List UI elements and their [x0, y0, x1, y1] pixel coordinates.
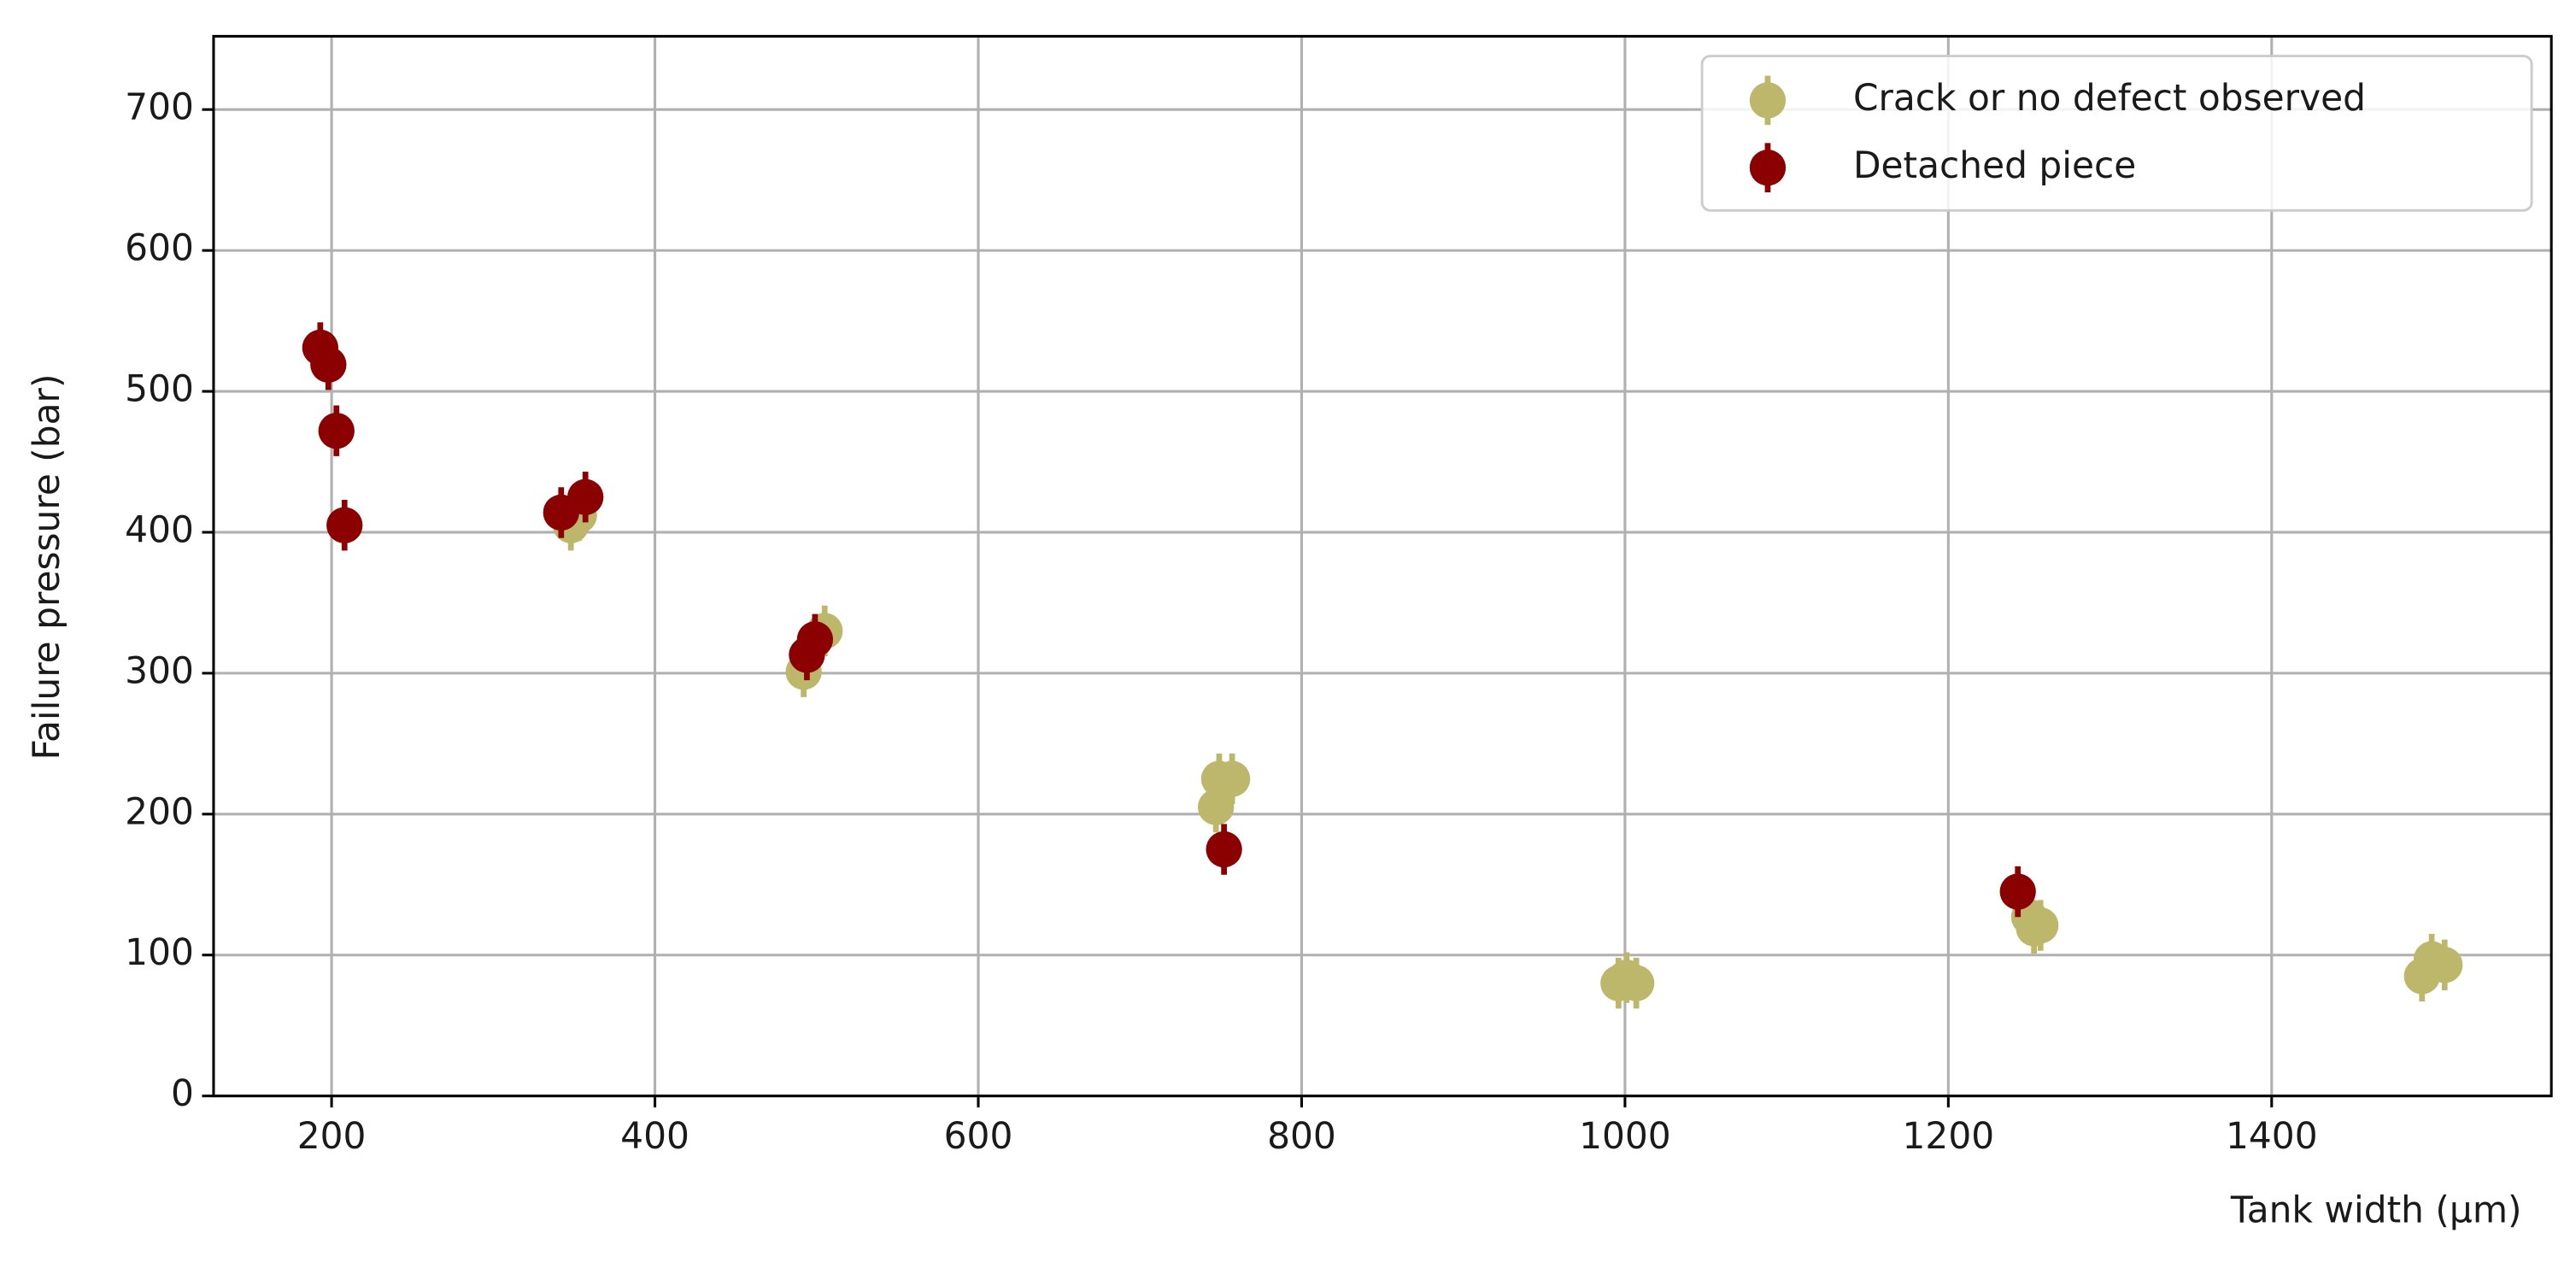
legend: Crack or no defect observed Detached piec… — [1700, 55, 2533, 212]
data-point — [567, 478, 604, 515]
y-axis-label: Failure pressure (bar) — [26, 374, 67, 760]
y-tick-label: 200 — [125, 790, 194, 832]
legend-marker — [1749, 150, 1787, 186]
data-point — [796, 621, 834, 658]
data-point — [2016, 910, 2052, 947]
data-point — [1213, 760, 1251, 797]
x-tick-label: 600 — [944, 1115, 1013, 1157]
x-tick-label: 800 — [1267, 1115, 1336, 1157]
x-tick-label: 400 — [620, 1115, 689, 1157]
data-point — [326, 507, 363, 543]
legend-label: Crack or no defect observed — [1853, 77, 2366, 119]
y-tick-label: 500 — [125, 368, 194, 410]
legend-frame — [1700, 55, 2533, 212]
data-point — [1206, 831, 1242, 868]
y-tick-label: 100 — [125, 931, 194, 973]
x-axis-label: Tank width (μm) — [2230, 1189, 2522, 1231]
data-point — [2426, 947, 2463, 983]
y-tick-label: 400 — [125, 508, 194, 550]
x-tick-label: 1400 — [2226, 1115, 2318, 1157]
data-point — [310, 346, 347, 383]
legend-marker — [1749, 82, 1787, 119]
data-point — [1999, 873, 2036, 910]
data-point — [318, 413, 355, 449]
x-tick-label: 1000 — [1579, 1115, 1671, 1157]
data-point — [1617, 965, 1655, 1001]
data-point — [1198, 789, 1235, 825]
x-tick-label: 1200 — [1903, 1115, 1995, 1157]
y-tick-label: 300 — [125, 649, 194, 691]
y-tick-label: 700 — [125, 86, 194, 128]
y-tick-label: 600 — [125, 227, 194, 269]
legend-label: Detached piece — [1853, 144, 2136, 186]
y-tick-label: 0 — [171, 1072, 194, 1114]
plot-frame — [212, 34, 2553, 1098]
x-tick-label: 200 — [297, 1115, 367, 1157]
